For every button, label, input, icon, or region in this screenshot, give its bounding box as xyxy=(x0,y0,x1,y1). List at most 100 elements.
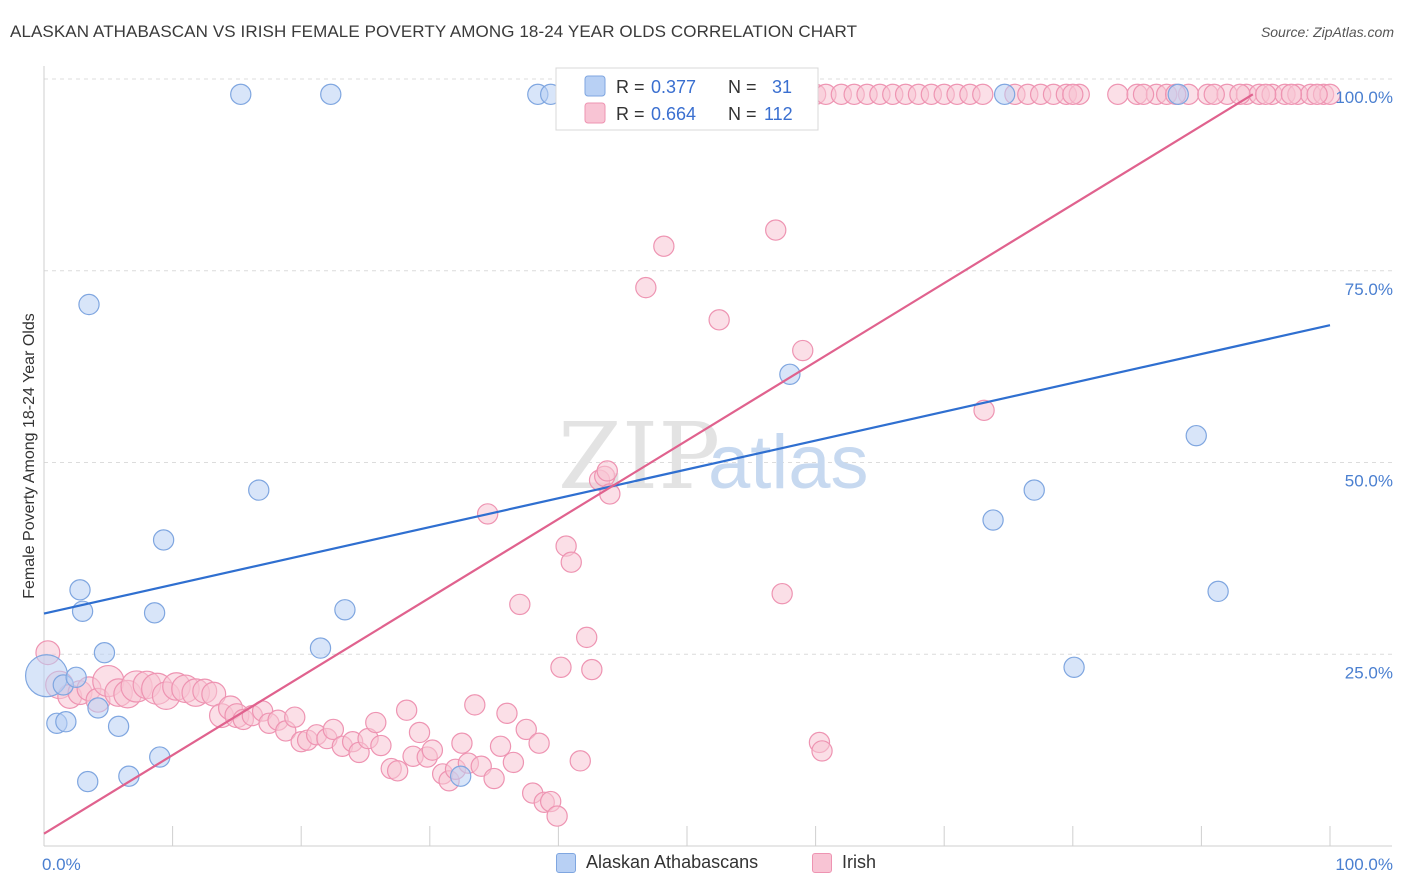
data-point xyxy=(1207,580,1229,603)
data-point xyxy=(653,235,675,257)
data-point xyxy=(1107,83,1129,106)
legend-swatch-blue xyxy=(556,852,576,873)
trendlines xyxy=(43,93,1331,835)
x-tick-label: 100.0% xyxy=(1335,855,1393,874)
data-point xyxy=(464,694,486,716)
data-point xyxy=(1255,83,1277,106)
data-point xyxy=(569,750,591,772)
x-tick-label: 0.0% xyxy=(42,855,81,874)
data-point xyxy=(152,529,175,551)
data-point xyxy=(69,579,91,601)
legend-label: Alaskan Athabascans xyxy=(586,852,759,872)
data-point xyxy=(509,593,531,616)
legend-swatch-blue xyxy=(584,75,606,97)
y-tick-labels: 100.0% 75.0% 50.0% 25.0% xyxy=(1335,88,1393,682)
data-point xyxy=(811,740,833,762)
data-point xyxy=(421,739,444,761)
data-point xyxy=(395,699,418,721)
data-point xyxy=(546,805,568,827)
bottom-legend: Alaskan Athabascans Irish xyxy=(0,852,1406,878)
legend-n-value: 112 xyxy=(764,104,793,124)
data-point xyxy=(596,460,618,482)
legend-label: Irish xyxy=(842,852,877,872)
legend-item-alaskan: Alaskan Athabascans xyxy=(556,852,758,873)
source-label: Source: ZipAtlas.com xyxy=(1260,24,1394,40)
data-point xyxy=(792,339,814,362)
data-point xyxy=(309,637,332,659)
y-tick-label: 25.0% xyxy=(1345,663,1393,682)
data-point xyxy=(320,83,342,106)
data-point xyxy=(365,711,387,734)
data-point xyxy=(1185,424,1207,447)
data-point xyxy=(982,509,1004,531)
data-point xyxy=(449,765,472,787)
data-point xyxy=(581,658,603,681)
data-point xyxy=(230,83,252,106)
data-point xyxy=(370,734,392,757)
data-point xyxy=(322,718,345,741)
y-tick-label: 100.0% xyxy=(1335,88,1393,107)
data-point xyxy=(118,765,140,787)
legend-swatch-pink xyxy=(584,102,606,124)
data-point xyxy=(408,721,431,744)
data-point xyxy=(55,711,77,733)
legend-item-irish: Irish xyxy=(812,852,876,873)
y-tick-label: 50.0% xyxy=(1345,472,1393,491)
legend-r-label: R = xyxy=(616,104,645,124)
data-point xyxy=(1167,83,1189,106)
legend-n-label: N = xyxy=(728,77,757,97)
data-point xyxy=(496,702,518,724)
x-tick-labels: 0.0% 100.0% xyxy=(42,855,1393,874)
legend-swatch-pink xyxy=(812,852,832,873)
data-point xyxy=(107,715,130,738)
data-point xyxy=(78,293,100,316)
data-point xyxy=(489,735,512,757)
y-tick-label: 75.0% xyxy=(1345,280,1393,299)
data-point xyxy=(483,767,505,790)
data-point xyxy=(708,309,730,331)
legend-n-value: 31 xyxy=(772,77,792,97)
trendline-alaskan xyxy=(43,324,1331,615)
data-point xyxy=(993,83,1016,106)
data-point xyxy=(284,706,306,728)
data-point xyxy=(771,582,793,605)
data-point xyxy=(87,697,109,719)
data-point xyxy=(765,219,787,241)
legend-n-label: N = xyxy=(728,104,757,124)
data-point xyxy=(334,599,356,621)
chart-title: ALASKAN ATHABASCAN VS IRISH FEMALE POVER… xyxy=(10,22,858,41)
data-point xyxy=(1132,83,1155,106)
legend-r-value: 0.664 xyxy=(651,104,696,124)
data-point xyxy=(77,770,99,793)
data-point xyxy=(1063,656,1085,678)
legend-r-value: 0.377 xyxy=(651,77,696,97)
data-point xyxy=(143,602,166,624)
data-point xyxy=(386,760,409,782)
legend-r-label: R = xyxy=(616,77,645,97)
top-legend: R = 0.377 N = 31 R = 0.664 N = 112 xyxy=(555,67,819,131)
data-point xyxy=(560,551,582,573)
data-point xyxy=(515,718,537,741)
alaskan-athabascan-points xyxy=(24,83,1229,793)
data-point xyxy=(576,626,598,649)
watermark-atlas: atlas xyxy=(708,420,869,505)
y-axis-title: Female Poverty Among 18-24 Year Olds xyxy=(21,313,38,599)
data-point xyxy=(1280,83,1303,106)
data-point xyxy=(1203,83,1225,106)
data-point xyxy=(451,732,473,754)
data-point xyxy=(65,666,87,688)
data-point xyxy=(502,751,525,774)
trendline-irish xyxy=(43,93,1254,835)
axes xyxy=(43,66,1392,847)
data-point xyxy=(248,479,270,501)
data-point xyxy=(635,276,657,299)
data-point xyxy=(93,642,116,664)
data-point xyxy=(1306,83,1328,106)
data-point xyxy=(1023,479,1045,501)
data-point xyxy=(973,399,995,422)
data-point xyxy=(528,732,550,754)
data-point xyxy=(1062,83,1084,106)
data-point xyxy=(550,656,572,678)
data-point xyxy=(972,83,994,106)
